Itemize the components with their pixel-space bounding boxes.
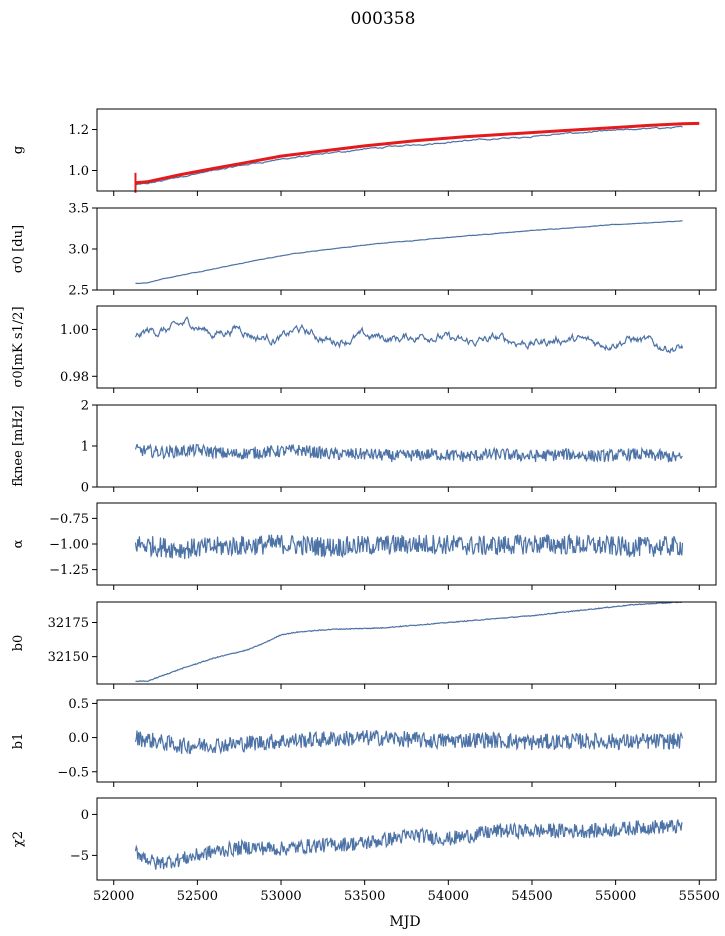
y-tick-label: −1.00 [49, 538, 89, 553]
x-tick-label: 55500 [679, 889, 720, 904]
panel-3: 0.98 1.00 σ0[mK s1/2] [11, 305, 717, 393]
y-axis-label: b0 [11, 635, 26, 652]
y-axis-label: σ0 [du] [11, 225, 26, 273]
panel-2: 2.5 3.0 3.5 σ0 [du] [11, 202, 717, 299]
x-tick-label: 53000 [260, 889, 301, 904]
data-series-line [135, 125, 683, 186]
y-tick-label: 32150 [48, 650, 89, 665]
y-tick-label: 1.00 [60, 323, 89, 338]
y-axis-label: σ0[mK s1/2] [11, 306, 26, 387]
panel-stack: 1.0 1.2 g 2.5 3.0 3.5 σ0 [du] 0.98 1.00 σ0[mK s1/… [11, 108, 717, 885]
y-tick-label: 0 [81, 808, 89, 823]
plot-frame [96, 797, 717, 881]
panel-7: 0.5 0.0 −0.5 b1 [11, 697, 717, 787]
panel-5: −0.75 −1.00 −1.25 α [11, 502, 717, 590]
data-series-line [134, 316, 684, 354]
x-axis-label: MJD [389, 914, 420, 930]
panel-1: 1.0 1.2 g [11, 108, 717, 196]
y-tick-label: −0.75 [49, 512, 89, 527]
model-line [135, 121, 700, 185]
y-tick-label: −1.25 [49, 563, 89, 578]
data-series-line [135, 602, 683, 683]
y-tick-label: 1 [81, 440, 89, 455]
y-axis-label: α [11, 539, 26, 548]
y-tick-label: −5 [70, 849, 89, 864]
y-axis-label: fknee [mHz] [11, 405, 26, 486]
data-series-line [134, 729, 684, 755]
y-tick-label: 1.0 [68, 164, 89, 179]
y-axis-label: g [11, 146, 26, 154]
y-tick-label: 3.5 [68, 202, 89, 217]
x-tick-label: 55000 [595, 889, 636, 904]
data-series-line [135, 220, 683, 285]
y-tick-label: 2 [81, 399, 89, 414]
x-tick-label: 52000 [93, 889, 134, 904]
plot-frame [96, 207, 717, 291]
plot-frame [96, 305, 717, 389]
y-tick-label: 0.98 [60, 370, 89, 385]
y-tick-label: 0.0 [68, 731, 89, 746]
data-series-line [134, 443, 683, 463]
y-tick-label: −0.5 [57, 765, 89, 780]
y-tick-label: 0 [81, 481, 89, 496]
y-tick-label: 32175 [48, 616, 89, 631]
y-tick-label: 0.5 [68, 697, 89, 712]
figure-title: 000358 [351, 9, 416, 29]
y-tick-label: 2.5 [68, 284, 89, 299]
y-tick-label: 1.2 [68, 123, 89, 138]
x-tick-label: 54000 [428, 889, 469, 904]
x-tick-label: 54500 [511, 889, 552, 904]
y-axis-label: χ2 [11, 831, 26, 847]
x-tick-label: 53500 [344, 889, 385, 904]
data-series-line [134, 533, 684, 560]
plot-frame [96, 601, 717, 685]
plot-frame [96, 108, 717, 192]
panel-4: 0 1 2 fknee [mHz] [11, 399, 717, 496]
x-tick-label: 52500 [177, 889, 218, 904]
x-axis: 52000 52500 53000 53500 54000 54500 55000 55500 [93, 889, 720, 904]
y-axis-label: b1 [11, 733, 26, 750]
plot-frame [96, 699, 717, 783]
y-tick-label: 3.0 [68, 243, 89, 258]
data-series-line [134, 819, 683, 870]
panel-6: 32150 32175 b0 [11, 601, 717, 689]
panel-8: 0 −5 χ2 [11, 797, 717, 885]
